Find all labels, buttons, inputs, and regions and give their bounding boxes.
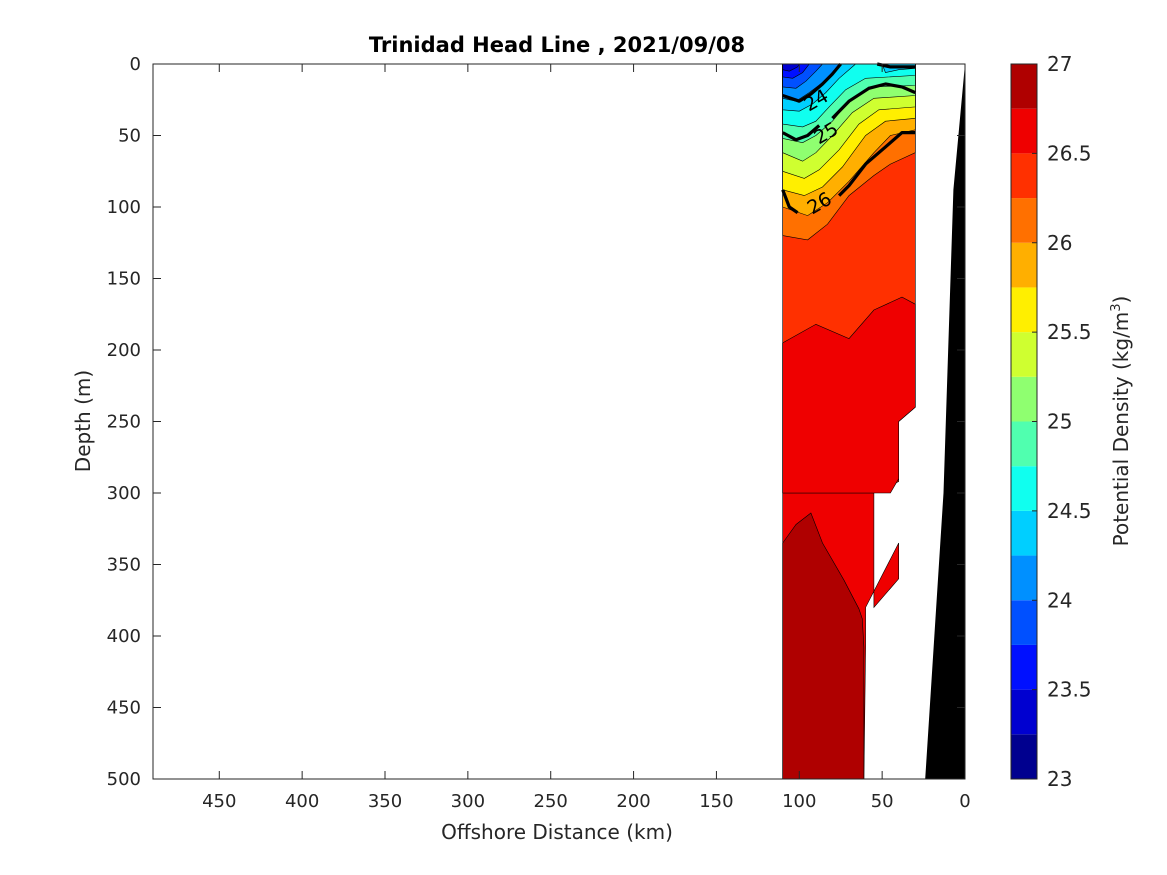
x-axis-label: Offshore Distance (km) bbox=[441, 820, 673, 844]
colorbar-tick-label: 24.5 bbox=[1047, 499, 1092, 523]
x-tick-label: 50 bbox=[871, 791, 894, 812]
contour-line-25 bbox=[831, 82, 916, 120]
y-axis-label: Depth (m) bbox=[71, 370, 95, 472]
colorbar-tick-label: 26 bbox=[1047, 231, 1072, 255]
colorbar bbox=[1010, 63, 1038, 780]
y-tick-label: 100 bbox=[107, 197, 141, 218]
x-tick-label: 0 bbox=[959, 791, 970, 812]
contour-line-24 bbox=[876, 62, 916, 69]
y-tick-label: 200 bbox=[107, 340, 141, 361]
colorbar-tick-label: 26.5 bbox=[1047, 141, 1092, 165]
colorbar-swatch bbox=[1011, 332, 1037, 377]
x-tick-label: 450 bbox=[202, 791, 236, 812]
colorbar-swatch bbox=[1011, 242, 1037, 288]
colorbar-tick-label: 27 bbox=[1047, 52, 1072, 76]
colorbar-swatch bbox=[1011, 153, 1037, 199]
colorbar-swatch bbox=[1011, 644, 1037, 690]
chart-title: Trinidad Head Line , 2021/09/08 bbox=[369, 33, 745, 57]
contour-line-25 bbox=[781, 124, 821, 142]
colorbar-ticks: 27 26.5 26 25.5 25 24.5 24 23.5 23 bbox=[1032, 52, 1092, 791]
y-tick-label: 450 bbox=[107, 698, 141, 719]
colorbar-swatch bbox=[1011, 108, 1037, 154]
colorbar-swatch bbox=[1011, 555, 1037, 601]
colorbar-swatch bbox=[1011, 198, 1037, 243]
y-tick-label: 250 bbox=[107, 412, 141, 433]
contour-line-26 bbox=[781, 189, 799, 215]
contour-region-mid-layer bbox=[782, 296, 916, 494]
x-tick-label: 200 bbox=[616, 791, 650, 812]
seafloor-shape bbox=[925, 64, 965, 779]
x-tick-label: 400 bbox=[285, 791, 319, 812]
y-tick-label: 500 bbox=[107, 769, 141, 790]
x-tick-label: 150 bbox=[699, 791, 733, 812]
density-contour-fill bbox=[782, 63, 916, 780]
colorbar-swatch bbox=[1011, 376, 1037, 422]
colorbar-tick-label: 23.5 bbox=[1047, 678, 1092, 702]
y-tick-label: 0 bbox=[130, 54, 141, 75]
colorbar-tick-label: 25 bbox=[1047, 410, 1072, 434]
y-tick-label: 350 bbox=[107, 555, 141, 576]
colorbar-label: Potential Density (kg/m3) bbox=[1109, 296, 1133, 547]
colorbar-swatch bbox=[1011, 600, 1037, 645]
y-tick-label: 300 bbox=[107, 483, 141, 504]
x-tick-label: 250 bbox=[534, 791, 568, 812]
x-tick-label: 300 bbox=[451, 791, 485, 812]
y-axis: 0 50 100 150 200 250 300 350 400 450 500 bbox=[107, 54, 965, 790]
y-tick-label: 50 bbox=[118, 126, 141, 147]
y-tick-label: 150 bbox=[107, 269, 141, 290]
contour-line-26 bbox=[837, 131, 916, 197]
seafloor-bathymetry bbox=[925, 64, 965, 779]
density-contour-lines bbox=[781, 62, 916, 215]
colorbar-tick-label: 25.5 bbox=[1047, 320, 1092, 344]
colorbar-swatch bbox=[1011, 421, 1037, 467]
x-tick-label: 350 bbox=[368, 791, 402, 812]
colorbar-swatch bbox=[1011, 287, 1037, 333]
colorbar-swatch bbox=[1011, 689, 1037, 735]
x-axis: 450 400 350 300 250 200 150 100 50 0 bbox=[202, 64, 971, 812]
x-tick-label: 100 bbox=[782, 791, 816, 812]
colorbar-swatch bbox=[1011, 734, 1037, 779]
contour-line-24 bbox=[782, 62, 842, 103]
colorbar-swatch bbox=[1011, 466, 1037, 511]
colorbar-tick-label: 24 bbox=[1047, 588, 1072, 612]
colorbar-swatch bbox=[1011, 510, 1037, 556]
y-tick-label: 400 bbox=[107, 626, 141, 647]
colorbar-swatch bbox=[1011, 64, 1037, 109]
colorbar-tick-label: 23 bbox=[1047, 767, 1072, 791]
contour-region-iso-23.25 bbox=[782, 63, 800, 72]
